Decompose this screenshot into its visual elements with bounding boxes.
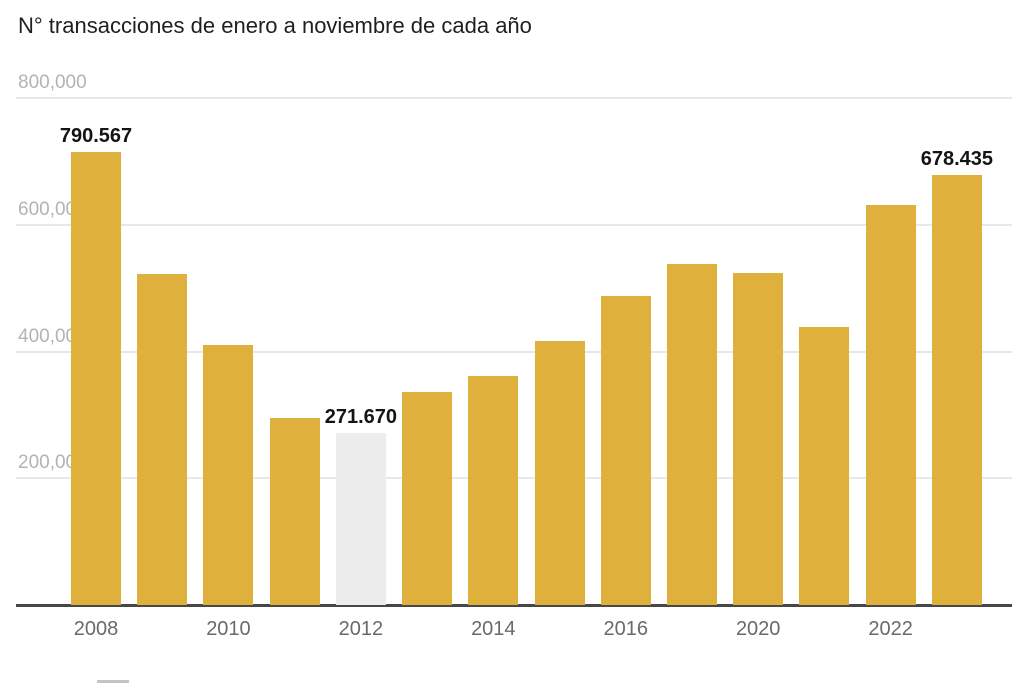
chart-title: N° transacciones de enero a noviembre de… [18,13,532,38]
x-axis-tick-label: 2020 [735,618,781,640]
bar [865,205,916,605]
bottom-edge-artifact [97,680,129,683]
y-axis-tick-label: 400,000 [18,325,87,347]
bar [931,175,982,605]
bar [137,274,188,605]
x-axis-tick-label: 2016 [603,618,649,640]
gridline [16,350,1012,353]
x-axis-tick-label: 2008 [73,618,119,640]
bar-column [402,98,453,605]
bar [402,392,453,605]
gridline [16,223,1012,226]
bar [799,326,850,605]
bar-column [666,98,717,605]
bar-column [799,98,850,605]
y-axis-tick-label: 600,000 [18,198,87,220]
bar-column [534,98,585,605]
x-axis-line [16,604,1012,607]
bar [733,272,784,605]
bar-column: 271.670 2012 [325,98,397,640]
bar-value-label: 790.567 [59,124,133,147]
bar-column [269,98,320,605]
bar-column [137,98,188,605]
bar [468,376,519,605]
x-axis-tick-label: 2010 [206,618,251,640]
bar [71,151,121,605]
bar-column: 2016 [600,98,651,640]
bar [666,264,717,605]
bar [534,340,585,605]
y-axis-tick-label: 200,000 [18,452,87,474]
bar [203,345,254,605]
x-axis-tick-label: 2022 [868,618,913,640]
bar-column: 2022 [865,98,916,640]
bar-column: 678.435 [921,98,993,605]
bar-value-label: 271.670 [324,405,398,428]
bar-column: 2014 [468,98,519,640]
bar-highlighted [335,432,386,605]
x-axis-tick-label: 2014 [471,618,516,640]
y-axis-tick-label: 800,000 [18,72,87,93]
bar-column: 2020 [733,98,784,640]
bar [600,295,651,605]
gridline [16,97,1012,99]
bar-series: 790.567 2008 2010 271.670 2012 2014 2016 2020 20… [60,98,993,640]
bar-column: 2010 [203,98,254,640]
bar-column: 790.567 2008 [60,98,132,640]
bar [269,418,320,605]
x-axis-tick-label: 2012 [338,618,384,640]
bar-value-label: 678.435 [920,148,993,171]
plot-area: 800,000 600,000 400,000 200,000 790.567 2008… [16,73,1012,640]
